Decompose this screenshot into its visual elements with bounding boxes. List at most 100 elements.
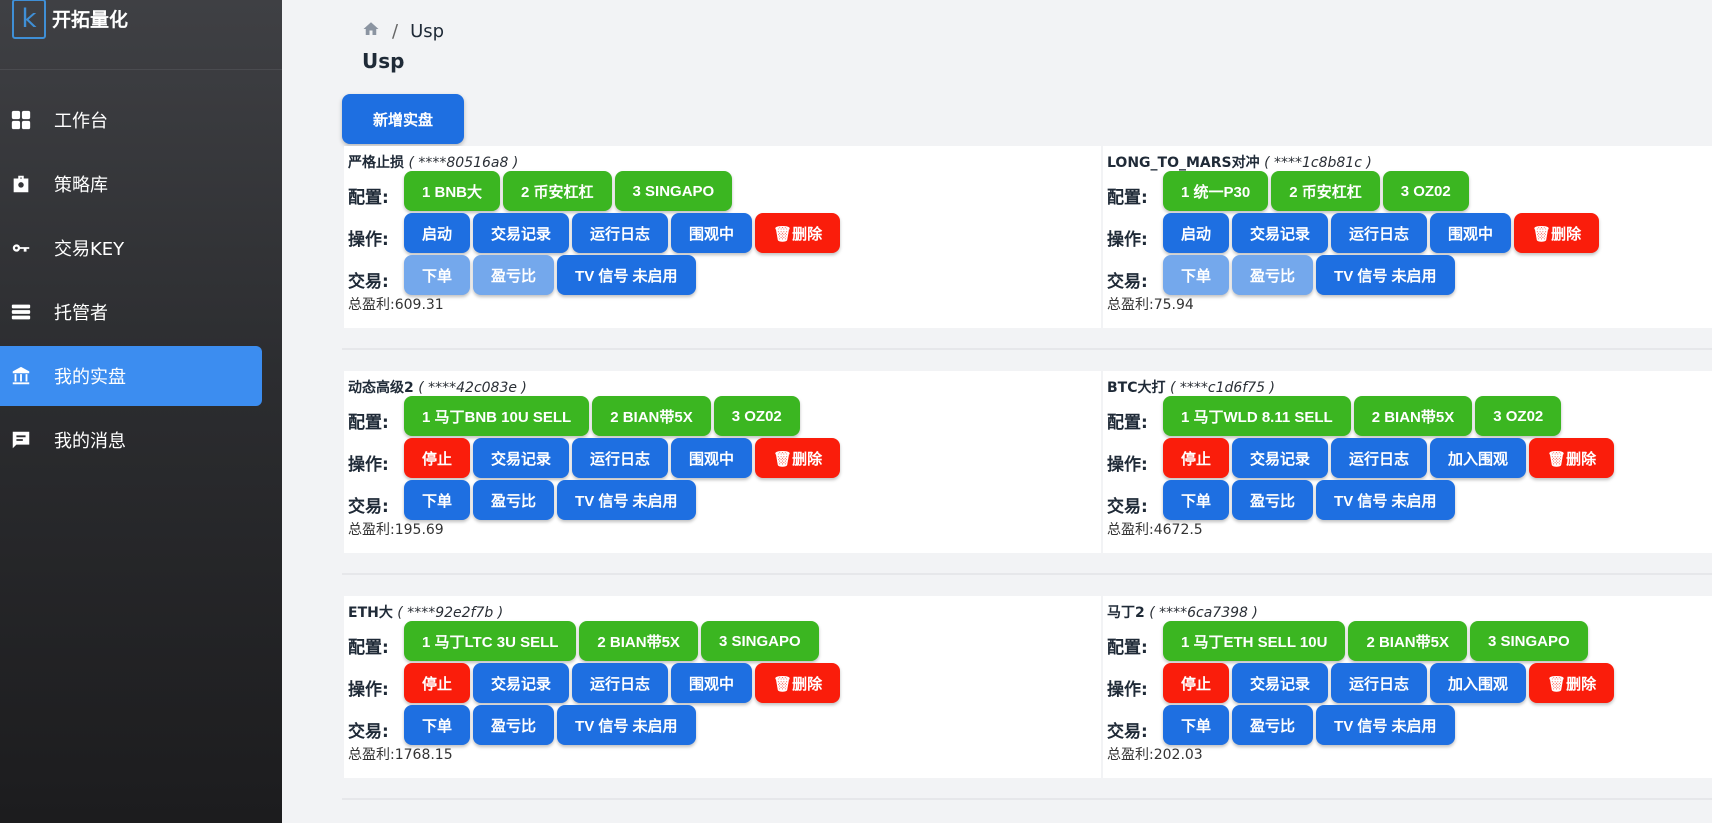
sidebar-item-key[interactable]: 交易KEY: [0, 218, 282, 278]
config-button[interactable]: 1 BNB大: [404, 171, 501, 211]
config-button[interactable]: 1 统一P30: [1163, 171, 1269, 211]
config-button[interactable]: 1 马丁ETH SELL 10U: [1163, 621, 1346, 661]
config-button[interactable]: 3 OZ02: [1475, 396, 1562, 436]
start-stop-button[interactable]: 启动: [404, 213, 471, 253]
card-name: 马丁2: [1107, 605, 1145, 621]
sidebar-item-server[interactable]: 托管者: [0, 282, 282, 342]
card-key: ****92e2f7b: [407, 605, 494, 621]
order-button[interactable]: 下单: [1163, 480, 1230, 520]
sidebar: k 开拓量化 工作台 策略库 交易KEY 托管者 我的实盘 我的消息: [0, 0, 282, 823]
config-button[interactable]: 1 马丁WLD 8.11 SELL: [1163, 396, 1351, 436]
config-line: 配置: 1 BNB大 2 币安杠杠 3 SINGAPO: [348, 171, 1097, 216]
config-button[interactable]: 1 马丁BNB 10U SELL: [404, 396, 590, 436]
ops-line-label: 操作:: [1107, 229, 1148, 250]
trade-records-button[interactable]: 交易记录: [1232, 438, 1329, 478]
pnl-ratio-button[interactable]: 盈亏比: [473, 480, 555, 520]
trade-records-button[interactable]: 交易记录: [473, 663, 570, 703]
watch-button[interactable]: 围观中: [671, 663, 753, 703]
total-profit-value: 1768.15: [394, 747, 453, 763]
add-live-button[interactable]: 新增实盘: [342, 94, 464, 144]
config-button[interactable]: 2 BIAN带5X: [1348, 621, 1467, 661]
pnl-ratio-button[interactable]: 盈亏比: [1232, 255, 1314, 295]
run-log-button[interactable]: 运行日志: [572, 213, 669, 253]
trade-records-button[interactable]: 交易记录: [473, 438, 570, 478]
start-stop-button[interactable]: 停止: [404, 438, 471, 478]
brand-name: 开拓量化: [52, 9, 129, 31]
brand-logo-icon: k: [12, 0, 46, 39]
delete-button[interactable]: 🗑删除: [755, 663, 841, 703]
config-button[interactable]: 3 SINGAPO: [614, 171, 733, 211]
delete-button[interactable]: 🗑删除: [755, 213, 841, 253]
total-profit-label: 总盈利:: [1107, 522, 1154, 538]
config-line-label: 配置:: [1107, 187, 1148, 208]
total-profit-value: 4672.5: [1153, 522, 1203, 538]
config-button[interactable]: 3 SINGAPO: [1469, 621, 1588, 661]
watch-button[interactable]: 加入围观: [1430, 663, 1527, 703]
watch-button[interactable]: 围观中: [671, 213, 753, 253]
tv-signal-button[interactable]: TV 信号 未启用: [557, 255, 696, 295]
trade-records-button[interactable]: 交易记录: [1232, 213, 1329, 253]
delete-button[interactable]: 🗑删除: [1529, 663, 1615, 703]
card-name: BTC大打: [1107, 380, 1166, 396]
order-button[interactable]: 下单: [1163, 255, 1230, 295]
watch-button[interactable]: 围观中: [1430, 213, 1512, 253]
sidebar-item-toolbox[interactable]: 策略库: [0, 154, 282, 214]
run-log-button[interactable]: 运行日志: [1331, 663, 1428, 703]
order-button[interactable]: 下单: [1163, 705, 1230, 745]
sidebar-item-dashboard[interactable]: 工作台: [0, 90, 282, 150]
ops-line: 操作: 启动 交易记录 运行日志 围观中 🗑删除: [348, 213, 1097, 258]
config-line-label: 配置:: [348, 412, 389, 433]
trade-line-label: 交易:: [348, 496, 389, 517]
config-button[interactable]: 3 OZ02: [713, 396, 800, 436]
start-stop-button[interactable]: 停止: [404, 663, 471, 703]
config-button[interactable]: 2 BIAN带5X: [592, 396, 711, 436]
total-profit: 总盈利:75.94: [1107, 294, 1708, 314]
home-icon[interactable]: [362, 20, 380, 43]
delete-button[interactable]: 🗑删除: [1529, 438, 1615, 478]
start-stop-button[interactable]: 停止: [1163, 663, 1230, 703]
total-profit: 总盈利:1768.15: [348, 744, 1097, 764]
tv-signal-button[interactable]: TV 信号 未启用: [557, 480, 696, 520]
start-stop-button[interactable]: 停止: [1163, 438, 1230, 478]
card-title: 动态高级2 ( ****42c083e ): [348, 380, 527, 396]
ops-line: 操作: 启动 交易记录 运行日志 围观中 🗑删除: [1107, 213, 1708, 258]
tv-signal-button[interactable]: TV 信号 未启用: [557, 705, 696, 745]
run-log-button[interactable]: 运行日志: [1331, 438, 1428, 478]
trade-records-button[interactable]: 交易记录: [473, 213, 570, 253]
trade-records-button[interactable]: 交易记录: [1232, 663, 1329, 703]
config-button[interactable]: 1 马丁LTC 3U SELL: [404, 621, 577, 661]
tv-signal-button[interactable]: TV 信号 未启用: [1316, 255, 1455, 295]
sidebar-item-bank[interactable]: 我的实盘: [0, 346, 262, 406]
run-log-button[interactable]: 运行日志: [1331, 213, 1428, 253]
ops-line: 操作: 停止 交易记录 运行日志 围观中 🗑删除: [348, 438, 1097, 483]
watch-button[interactable]: 加入围观: [1430, 438, 1527, 478]
run-log-button[interactable]: 运行日志: [572, 663, 669, 703]
pnl-ratio-button[interactable]: 盈亏比: [473, 255, 555, 295]
order-button[interactable]: 下单: [404, 480, 471, 520]
dashboard-icon: [10, 109, 32, 131]
config-button[interactable]: 2 币安杠杠: [503, 171, 612, 211]
pnl-ratio-button[interactable]: 盈亏比: [1232, 705, 1314, 745]
config-button[interactable]: 2 BIAN带5X: [1353, 396, 1473, 436]
trade-line: 交易: 下单 盈亏比 TV 信号 未启用: [1107, 255, 1708, 300]
config-button[interactable]: 3 SINGAPO: [700, 621, 819, 661]
brand[interactable]: k 开拓量化: [0, 0, 282, 70]
run-log-button[interactable]: 运行日志: [572, 438, 669, 478]
delete-button[interactable]: 🗑删除: [1514, 213, 1600, 253]
trade-line: 交易: 下单 盈亏比 TV 信号 未启用: [348, 705, 1097, 750]
delete-button[interactable]: 🗑删除: [755, 438, 841, 478]
pnl-ratio-button[interactable]: 盈亏比: [1232, 480, 1314, 520]
config-button[interactable]: 3 OZ02: [1382, 171, 1469, 211]
watch-button[interactable]: 围观中: [671, 438, 753, 478]
pnl-ratio-button[interactable]: 盈亏比: [473, 705, 555, 745]
config-button[interactable]: 2 币安杠杠: [1271, 171, 1380, 211]
tv-signal-button[interactable]: TV 信号 未启用: [1316, 705, 1455, 745]
tv-signal-button[interactable]: TV 信号 未启用: [1316, 480, 1455, 520]
order-button[interactable]: 下单: [404, 255, 471, 295]
ops-line-label: 操作:: [1107, 679, 1148, 700]
order-button[interactable]: 下单: [404, 705, 471, 745]
sidebar-item-message[interactable]: 我的消息: [0, 410, 282, 470]
config-line: 配置: 1 马丁LTC 3U SELL 2 BIAN带5X 3 SINGAPO: [348, 621, 1097, 666]
start-stop-button[interactable]: 启动: [1163, 213, 1230, 253]
config-button[interactable]: 2 BIAN带5X: [579, 621, 698, 661]
